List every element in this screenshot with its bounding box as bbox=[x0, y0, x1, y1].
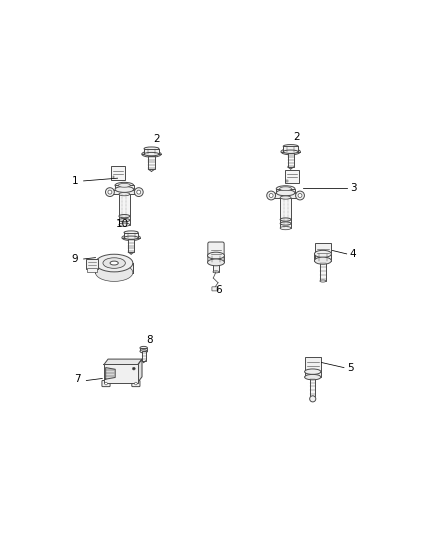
Bar bbox=[115, 185, 134, 189]
Ellipse shape bbox=[144, 152, 159, 156]
Bar bbox=[140, 348, 148, 351]
Circle shape bbox=[108, 190, 112, 194]
Ellipse shape bbox=[122, 235, 140, 240]
FancyBboxPatch shape bbox=[87, 268, 96, 272]
Bar bbox=[141, 351, 146, 361]
Ellipse shape bbox=[314, 251, 332, 257]
Ellipse shape bbox=[281, 149, 300, 155]
FancyBboxPatch shape bbox=[104, 364, 138, 383]
Ellipse shape bbox=[283, 144, 298, 148]
Text: 3: 3 bbox=[350, 183, 357, 193]
Circle shape bbox=[137, 190, 141, 194]
Ellipse shape bbox=[119, 214, 130, 218]
Circle shape bbox=[267, 191, 276, 200]
Ellipse shape bbox=[142, 151, 161, 157]
Text: 1: 1 bbox=[72, 176, 78, 186]
Circle shape bbox=[105, 382, 107, 385]
FancyBboxPatch shape bbox=[208, 242, 224, 262]
Ellipse shape bbox=[119, 223, 130, 227]
Ellipse shape bbox=[304, 369, 321, 374]
Ellipse shape bbox=[124, 236, 138, 239]
FancyBboxPatch shape bbox=[212, 287, 218, 291]
FancyBboxPatch shape bbox=[132, 381, 140, 386]
Bar bbox=[286, 180, 288, 182]
Ellipse shape bbox=[95, 254, 133, 272]
Ellipse shape bbox=[118, 183, 130, 187]
Circle shape bbox=[134, 188, 143, 197]
Ellipse shape bbox=[140, 346, 148, 350]
Ellipse shape bbox=[208, 252, 224, 259]
Ellipse shape bbox=[320, 280, 326, 282]
Text: 10: 10 bbox=[115, 220, 128, 229]
Ellipse shape bbox=[280, 227, 291, 230]
Bar bbox=[304, 372, 321, 377]
Bar bbox=[113, 176, 114, 178]
Circle shape bbox=[298, 193, 302, 198]
Circle shape bbox=[296, 191, 304, 200]
FancyBboxPatch shape bbox=[285, 169, 299, 183]
Bar bbox=[314, 254, 332, 261]
Ellipse shape bbox=[276, 190, 295, 196]
Bar bbox=[283, 146, 298, 152]
Ellipse shape bbox=[110, 261, 118, 265]
Bar bbox=[310, 377, 315, 396]
Ellipse shape bbox=[119, 192, 130, 196]
Ellipse shape bbox=[124, 231, 138, 234]
Text: 2: 2 bbox=[153, 134, 160, 144]
Ellipse shape bbox=[208, 259, 224, 266]
Circle shape bbox=[134, 382, 137, 385]
FancyBboxPatch shape bbox=[271, 193, 300, 198]
Text: 7: 7 bbox=[74, 375, 81, 384]
Bar bbox=[280, 198, 291, 228]
Bar bbox=[128, 239, 134, 252]
Circle shape bbox=[310, 396, 316, 402]
FancyBboxPatch shape bbox=[86, 259, 98, 269]
Ellipse shape bbox=[279, 187, 292, 191]
Polygon shape bbox=[104, 359, 142, 365]
Ellipse shape bbox=[314, 257, 332, 264]
Bar bbox=[288, 154, 294, 167]
FancyBboxPatch shape bbox=[110, 190, 139, 195]
Bar bbox=[148, 156, 155, 169]
Text: 4: 4 bbox=[350, 249, 356, 259]
Ellipse shape bbox=[95, 264, 133, 281]
FancyBboxPatch shape bbox=[304, 357, 321, 373]
FancyBboxPatch shape bbox=[102, 381, 110, 386]
Ellipse shape bbox=[144, 147, 159, 150]
Polygon shape bbox=[138, 359, 142, 382]
Polygon shape bbox=[106, 368, 115, 379]
Bar bbox=[124, 232, 138, 238]
Text: 8: 8 bbox=[146, 335, 152, 345]
Circle shape bbox=[106, 188, 114, 197]
Ellipse shape bbox=[119, 219, 130, 222]
Ellipse shape bbox=[115, 182, 134, 188]
Bar bbox=[320, 261, 326, 281]
Ellipse shape bbox=[280, 218, 291, 221]
Bar bbox=[119, 194, 130, 225]
Bar bbox=[276, 189, 295, 193]
FancyBboxPatch shape bbox=[111, 166, 125, 180]
Ellipse shape bbox=[276, 185, 295, 192]
Circle shape bbox=[269, 193, 273, 198]
Text: 9: 9 bbox=[72, 254, 78, 264]
Bar bbox=[213, 262, 219, 272]
FancyBboxPatch shape bbox=[315, 243, 331, 260]
Ellipse shape bbox=[140, 350, 148, 353]
Circle shape bbox=[132, 367, 135, 370]
Text: 2: 2 bbox=[293, 133, 300, 142]
Ellipse shape bbox=[103, 258, 125, 268]
Bar bbox=[144, 149, 159, 154]
Ellipse shape bbox=[304, 374, 321, 380]
Text: 6: 6 bbox=[215, 285, 222, 295]
Text: 5: 5 bbox=[347, 362, 353, 373]
Ellipse shape bbox=[213, 271, 219, 273]
Ellipse shape bbox=[283, 150, 298, 154]
Ellipse shape bbox=[280, 196, 291, 199]
Ellipse shape bbox=[115, 187, 134, 192]
Bar bbox=[95, 263, 133, 272]
Bar bbox=[208, 256, 224, 262]
Ellipse shape bbox=[280, 222, 291, 225]
